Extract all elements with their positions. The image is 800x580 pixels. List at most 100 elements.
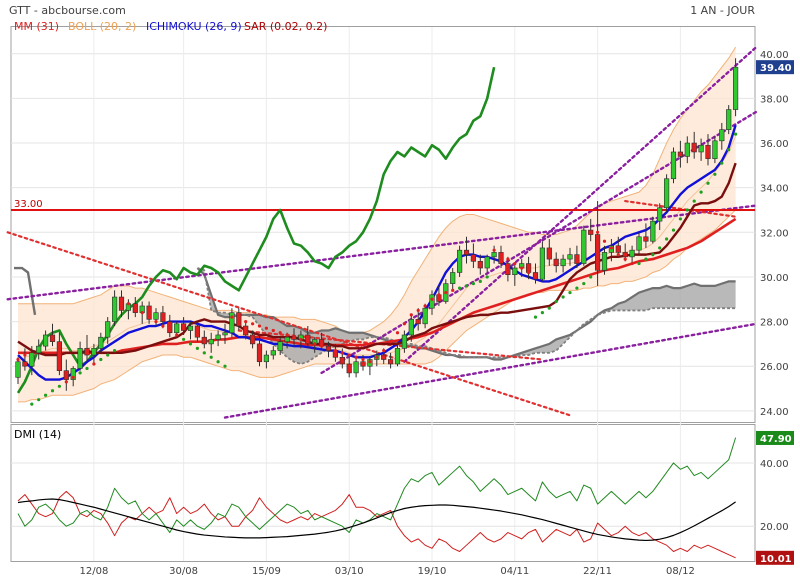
candle-body (56, 341, 62, 371)
sar-dot (168, 328, 172, 333)
candle-body (470, 254, 477, 262)
sar-dot (133, 306, 137, 310)
x-tick-label: 12/08 (79, 566, 108, 577)
x-tick-label: 30/08 (169, 566, 198, 577)
candle (105, 317, 111, 344)
candle (263, 350, 270, 369)
candle (36, 339, 42, 360)
period-label: 1 AN - JOUR (690, 4, 755, 17)
sar-dot (92, 362, 96, 366)
sar-dot (713, 172, 717, 176)
candle-body (277, 341, 283, 351)
candle (401, 330, 408, 353)
candle (91, 343, 97, 364)
candle-body (42, 334, 49, 347)
sar-dot (85, 366, 89, 371)
candle-body (560, 258, 566, 267)
sar-dot (685, 208, 689, 212)
candle-body (532, 272, 539, 280)
candle-body (98, 336, 104, 349)
candle-body (208, 339, 214, 345)
candle-body (49, 334, 56, 342)
sar-dot (596, 230, 600, 234)
sar-dot (340, 351, 344, 355)
candle-body (153, 312, 159, 320)
sar-dot (513, 261, 517, 266)
candle-body (381, 354, 387, 360)
sar-dot (651, 253, 655, 257)
candle (194, 321, 201, 342)
sar-dot (271, 328, 275, 333)
candle-body (477, 261, 483, 269)
candle (567, 247, 573, 266)
dmi-plus-tag-bg (756, 430, 794, 445)
tenkan-line (17, 162, 737, 357)
dmi-minus-tag-value: 10.01 (760, 554, 792, 565)
candle-body (615, 245, 621, 253)
candle (470, 243, 477, 269)
candle (691, 131, 697, 159)
candle-body (201, 336, 207, 345)
candle-body (346, 363, 352, 374)
x-tick-label: 08/12 (666, 566, 695, 577)
sar-dot (727, 148, 731, 152)
sar-dot (161, 324, 165, 328)
candle-body (622, 252, 628, 258)
candle-body (429, 294, 435, 309)
sar-dot (64, 380, 68, 384)
price-tick-label: 32.00 (760, 228, 789, 239)
sar-dot (451, 288, 455, 292)
candle (49, 323, 56, 347)
candle (243, 321, 249, 340)
candle-body (256, 343, 263, 363)
sar-dot (734, 132, 738, 136)
sar-dot (119, 297, 124, 301)
sar-dot (568, 290, 572, 295)
candle-body (505, 263, 511, 276)
sar-dot (499, 253, 503, 257)
candle-body (574, 254, 580, 264)
candle-body (539, 247, 545, 280)
sar-dot (658, 246, 662, 250)
sar-dot (333, 348, 337, 353)
candle (353, 357, 359, 378)
legend-boll: BOLL (20, 2) (68, 20, 136, 33)
candle (42, 330, 49, 351)
sar-dot (464, 284, 469, 288)
sar-dot (202, 351, 206, 355)
candle (663, 174, 670, 213)
candle (450, 268, 456, 291)
candle (677, 140, 683, 168)
candle (539, 241, 545, 282)
bollinger-fill (18, 47, 736, 402)
candle (250, 330, 256, 349)
candle-body (636, 236, 642, 251)
sar-dot (623, 257, 627, 261)
candle-body (22, 361, 28, 367)
sar-dot (264, 326, 268, 330)
sar-dot (16, 357, 20, 362)
x-tick-label: 03/10 (335, 566, 364, 577)
candle (256, 334, 263, 367)
sar-dot (561, 295, 565, 299)
bollinger-upper (18, 46, 737, 336)
dmi-minus-tag-bg (756, 550, 794, 565)
sar-dot (230, 315, 234, 319)
dmi-grid (11, 462, 755, 527)
sar-dot (195, 346, 199, 350)
candle-body (456, 249, 463, 273)
sar-dot (678, 217, 683, 221)
candle-body (546, 247, 552, 260)
candle-body (305, 334, 311, 345)
candle-body (118, 296, 125, 311)
candle (732, 58, 739, 117)
sar-dot (575, 286, 579, 290)
sar-dot (416, 308, 420, 313)
sar-dot (44, 393, 48, 397)
candle (505, 256, 511, 282)
candle-body (670, 151, 677, 180)
sar-dot (361, 357, 365, 362)
sar-dot (326, 346, 331, 350)
sar-dot (313, 342, 317, 346)
sar-dot (609, 246, 614, 250)
